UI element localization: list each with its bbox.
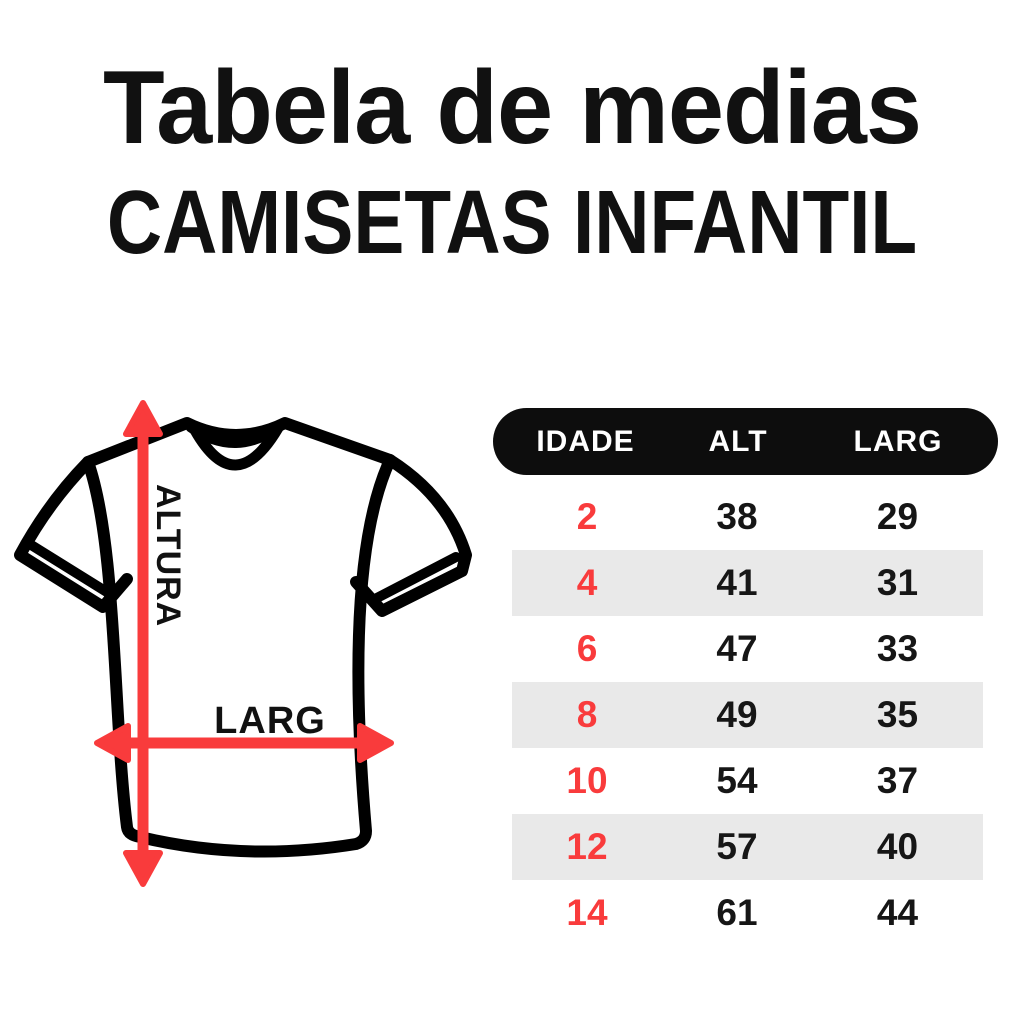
larg-cell: 37	[876, 760, 919, 801]
tshirt-measurement-diagram: ALTURA LARG	[0, 385, 490, 915]
tshirt-left-cuff-line	[23, 538, 115, 599]
larg-cell: 40	[876, 826, 919, 867]
size-table-body: 2 38 29 4 41 31 6 47 33 8 49 35 10 54 37 12 57 40 14 61 44	[512, 484, 983, 946]
alt-cell: 47	[716, 628, 758, 669]
height-arrow	[123, 400, 163, 887]
table-row: 10 54 37	[512, 748, 983, 814]
tshirt-body-outline	[82, 417, 396, 858]
tshirt-right-cuff-line	[372, 552, 461, 603]
column-header-alt: ALT	[708, 424, 768, 458]
alt-cell: 38	[716, 496, 758, 537]
age-cell: 6	[576, 628, 598, 669]
alt-cell: 41	[716, 562, 758, 603]
age-cell: 14	[566, 892, 608, 933]
age-cell: 2	[576, 496, 598, 537]
alt-cell: 57	[716, 826, 758, 867]
age-cell: 8	[576, 694, 598, 735]
column-header-larg: LARG	[853, 424, 943, 458]
width-arrow	[94, 723, 394, 763]
size-table-header: IDADE ALT LARG	[493, 408, 998, 475]
page-subtitle: CAMISETAS INFANTIL	[106, 173, 918, 273]
larg-label: LARG	[214, 700, 326, 742]
page-title: Tabela de medias	[102, 50, 922, 166]
age-cell: 10	[566, 760, 608, 801]
age-cell: 4	[576, 562, 598, 603]
larg-cell: 35	[876, 694, 919, 735]
tshirt-right-sleeve	[350, 454, 472, 617]
tshirt-diagram-svg: ALTURA LARG	[14, 400, 472, 887]
tshirt-collar-outer-arc	[189, 422, 284, 471]
altura-label: ALTURA	[149, 484, 187, 627]
larg-cell: 29	[876, 496, 919, 537]
table-row: 14 61 44	[512, 880, 983, 946]
alt-cell: 54	[716, 760, 758, 801]
age-cell: 12	[566, 826, 608, 867]
larg-cell: 44	[876, 892, 919, 933]
tshirt-left-sleeve	[14, 456, 133, 613]
alt-cell: 61	[716, 892, 758, 933]
larg-cell: 33	[876, 628, 919, 669]
table-row: 4 41 31	[512, 550, 983, 616]
table-row: 6 47 33	[512, 616, 983, 682]
table-row: 2 38 29	[512, 484, 983, 550]
table-row: 12 57 40	[512, 814, 983, 880]
alt-cell: 49	[716, 694, 758, 735]
table-row: 8 49 35	[512, 682, 983, 748]
column-header-idade: IDADE	[536, 424, 635, 458]
larg-cell: 31	[876, 562, 919, 603]
